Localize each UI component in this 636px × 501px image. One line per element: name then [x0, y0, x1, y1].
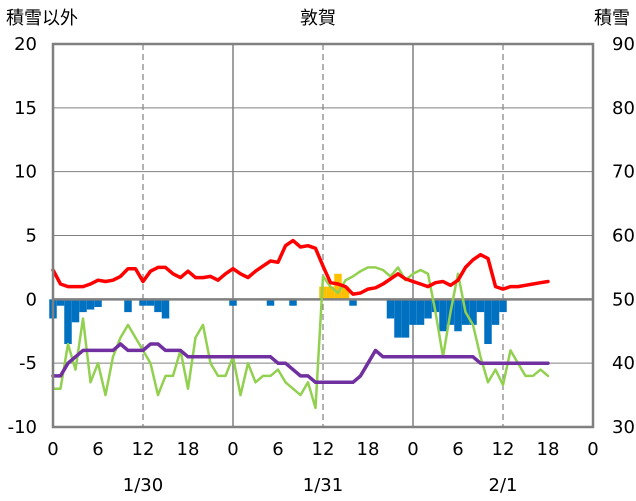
x-tick-label: 18 [357, 439, 380, 460]
precip-bar [86, 299, 95, 310]
x-tick-label: 0 [47, 439, 58, 460]
left-tick-label: -5 [19, 353, 37, 374]
precip-bar [146, 299, 155, 306]
precip-bar [154, 299, 162, 313]
precip-bar [266, 299, 275, 306]
right-tick-label: 30 [612, 417, 635, 438]
precip-bar [161, 299, 170, 319]
x-tick-label: 18 [177, 439, 200, 460]
x-tick-label: 6 [272, 439, 283, 460]
precip-bar [469, 299, 477, 325]
wind-line [51, 266, 550, 410]
snow-depth-line [51, 342, 550, 385]
right-tick-label: 70 [612, 162, 635, 183]
precipitation-bars [49, 273, 507, 345]
x-tick-label: 12 [492, 439, 515, 460]
x-tick-label: 0 [227, 439, 238, 460]
right-tick-label: 40 [612, 353, 635, 374]
precip-bar [476, 299, 485, 313]
snowfall-bar [326, 286, 335, 300]
plot-frame [51, 42, 595, 429]
precip-bar [79, 299, 87, 313]
left-tick-label: 15 [14, 98, 37, 119]
precip-bar [454, 299, 462, 332]
right-axis-label: 積雪 [594, 8, 630, 29]
precip-bar [409, 299, 417, 325]
right-tick-label: 50 [612, 289, 635, 310]
grid [53, 44, 593, 427]
left-tick-label: 5 [26, 226, 37, 247]
precip-bar [94, 299, 102, 307]
left-tick-label: 0 [26, 289, 37, 310]
left-tick-label: 10 [14, 162, 37, 183]
date-label: 1/30 [123, 475, 163, 496]
chart-title: 敦賀 [300, 8, 336, 29]
precip-bar [349, 299, 357, 306]
left-tick-label: -10 [8, 417, 37, 438]
precip-bar [229, 299, 237, 306]
precip-bar [491, 299, 500, 325]
date-label: 1/31 [303, 475, 343, 496]
snowfall-bar [334, 273, 342, 300]
x-tick-label: 18 [537, 439, 560, 460]
x-tick-label: 6 [92, 439, 103, 460]
precip-bar [56, 299, 65, 306]
precip-bar [386, 299, 395, 319]
precip-bar [401, 299, 410, 338]
left-tick-label: 20 [14, 34, 37, 55]
left-axis-label: 積雪以外 [6, 8, 78, 29]
precip-bar [484, 299, 492, 345]
precip-bar [289, 299, 297, 306]
x-tick-label: 6 [452, 439, 463, 460]
series-lines [51, 238, 593, 410]
date-label: 2/1 [489, 475, 518, 496]
precip-bar [64, 299, 72, 345]
x-tick-label: 0 [587, 439, 598, 460]
precip-bar [439, 299, 447, 332]
precip-bar [499, 299, 507, 313]
precip-bar [124, 299, 132, 313]
right-tick-label: 60 [612, 226, 635, 247]
precip-bar [424, 299, 432, 319]
precip-bar [139, 299, 147, 306]
snowfall-bar [341, 286, 350, 300]
right-tick-label: 80 [612, 98, 635, 119]
right-tick-label: 90 [612, 34, 635, 55]
precip-bar [416, 299, 425, 325]
x-tick-label: 12 [132, 439, 155, 460]
x-tick-label: 0 [407, 439, 418, 460]
precip-bar [394, 299, 402, 338]
temperature-line [51, 238, 550, 296]
precip-bar [71, 299, 80, 323]
x-tick-label: 12 [312, 439, 335, 460]
